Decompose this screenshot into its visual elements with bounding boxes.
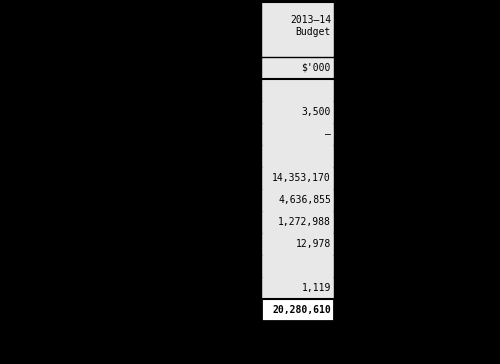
Text: $'000: $'000	[302, 63, 331, 73]
Bar	[261, 277, 334, 299]
Bar	[261, 167, 334, 189]
Text: 14,353,170: 14,353,170	[272, 173, 331, 183]
Text: 1,272,988: 1,272,988	[278, 217, 331, 227]
Bar	[261, 79, 334, 101]
Text: –: –	[325, 129, 331, 139]
Bar	[261, 189, 334, 211]
Text: 4,636,855: 4,636,855	[278, 195, 331, 205]
Bar	[261, 2, 334, 57]
Bar	[261, 145, 334, 167]
Bar	[261, 101, 334, 123]
Text: 3,500: 3,500	[302, 107, 331, 117]
Bar	[261, 233, 334, 255]
Text: 20,280,610: 20,280,610	[272, 305, 331, 315]
Text: 12,978: 12,978	[296, 239, 331, 249]
Bar	[261, 299, 334, 321]
Text: 2013–14: 2013–14	[290, 15, 331, 25]
Bar	[261, 211, 334, 233]
Bar	[261, 57, 334, 79]
Text: 1,119: 1,119	[302, 283, 331, 293]
Text: Budget: Budget	[296, 27, 331, 37]
Bar	[261, 123, 334, 145]
Bar	[261, 255, 334, 277]
